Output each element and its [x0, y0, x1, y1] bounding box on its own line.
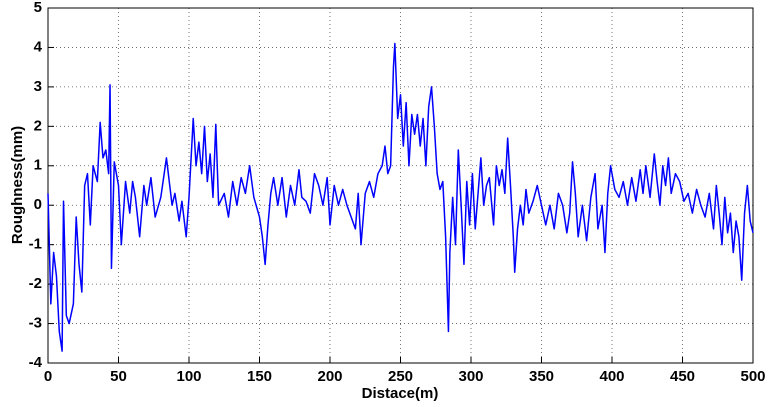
x-tick-label: 100 — [176, 368, 201, 385]
y-tick-label: -1 — [29, 236, 42, 253]
y-axis-label: Roughness(mm) — [9, 126, 26, 244]
x-tick-label: 350 — [529, 368, 554, 385]
x-tick-label: 200 — [317, 368, 342, 385]
y-tick-label: 1 — [34, 157, 42, 174]
y-tick-label: -4 — [29, 354, 43, 371]
y-tick-label: 2 — [34, 117, 42, 134]
y-tick-label: -2 — [29, 275, 42, 292]
x-tick-label: 400 — [599, 368, 624, 385]
x-tick-label: 300 — [458, 368, 483, 385]
x-tick-label: 450 — [670, 368, 695, 385]
data-line — [47, 42, 754, 352]
y-tick-label: 4 — [34, 38, 43, 55]
x-tick-label: 250 — [388, 368, 413, 385]
x-tick-label: 50 — [110, 368, 127, 385]
x-axis-label: Distace(m) — [362, 385, 439, 402]
y-tick-label: 3 — [34, 78, 42, 95]
x-tick-label: 0 — [44, 368, 52, 385]
x-tick-label: 500 — [740, 368, 765, 385]
x-tick-label: 150 — [247, 368, 272, 385]
y-tick-label: 0 — [34, 196, 42, 213]
y-tick-label: 5 — [34, 0, 42, 16]
y-tick-label: -3 — [29, 315, 42, 332]
plot-frame — [47, 7, 754, 364]
